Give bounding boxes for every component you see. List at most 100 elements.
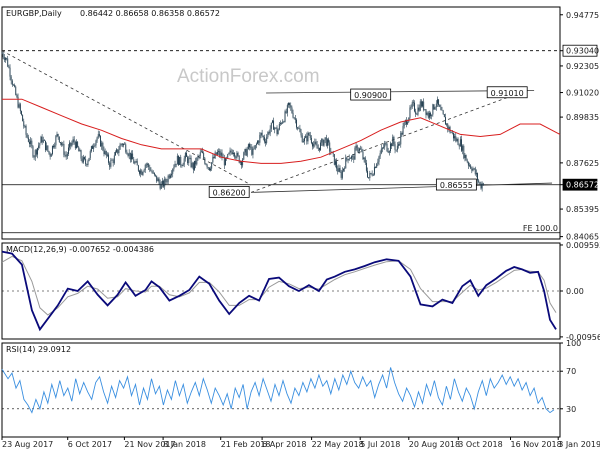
candle-body xyxy=(338,167,340,172)
candle-body xyxy=(471,168,473,171)
candle-body xyxy=(457,139,459,146)
candle-body xyxy=(38,145,40,149)
candle-body xyxy=(172,169,174,174)
candle-body xyxy=(187,156,189,164)
candle-body xyxy=(82,157,84,163)
candle-body xyxy=(100,135,101,147)
candle-body xyxy=(267,132,269,138)
candle-body xyxy=(166,181,168,183)
candle-body xyxy=(111,159,113,161)
candle-body xyxy=(384,142,386,148)
candle-body xyxy=(436,99,438,104)
x-tick-label: 16 Nov 2018 xyxy=(511,440,562,449)
moving-average-line xyxy=(2,98,561,164)
candle-body xyxy=(236,152,238,158)
candle-body xyxy=(330,151,332,153)
candle-body xyxy=(270,122,272,129)
candle-body xyxy=(235,156,237,158)
candle-body xyxy=(464,154,466,159)
candle-body xyxy=(220,152,222,156)
rsi-line xyxy=(1,367,555,414)
candle-body xyxy=(309,135,311,138)
candle-body xyxy=(422,101,423,107)
candle-body xyxy=(156,175,158,182)
candle-body xyxy=(308,132,310,136)
candle-body xyxy=(40,136,42,144)
candle-body xyxy=(203,152,205,159)
candle-body xyxy=(15,86,17,95)
candle-body xyxy=(87,161,89,165)
candle-body xyxy=(113,155,115,164)
candle-body xyxy=(274,127,276,130)
candle-body xyxy=(286,105,288,113)
candle-body xyxy=(114,152,116,156)
candle-body xyxy=(283,121,285,123)
candle-body xyxy=(400,133,402,145)
candle-body xyxy=(265,141,267,144)
candle-body xyxy=(94,145,96,147)
y-tick-label: 100 xyxy=(566,339,581,348)
candle-body xyxy=(294,118,296,120)
candle-body xyxy=(348,157,350,161)
candle-body xyxy=(378,156,380,162)
candle-body xyxy=(439,105,441,107)
candle-body xyxy=(313,144,315,147)
candle-body xyxy=(59,142,61,144)
y-tick-label: 30 xyxy=(566,405,576,414)
candle-body xyxy=(252,148,254,155)
candle-body xyxy=(426,112,428,115)
y-tick-label: 0.92305 xyxy=(566,62,599,71)
candle-body xyxy=(194,160,195,170)
candle-body xyxy=(63,143,65,155)
candle-body xyxy=(200,151,202,153)
candle-body xyxy=(160,184,162,189)
candle-body xyxy=(19,104,21,112)
annotation-box xyxy=(350,88,392,101)
annotation-box xyxy=(208,185,250,198)
candle-body xyxy=(456,139,458,141)
candle-body xyxy=(332,151,334,155)
candle-body xyxy=(121,143,123,146)
candle-body xyxy=(297,127,299,129)
candle-body xyxy=(292,112,294,118)
candle-body xyxy=(329,142,331,152)
candle-body xyxy=(112,159,114,164)
candle-body xyxy=(16,94,18,97)
candle-body xyxy=(140,170,142,174)
candle-body xyxy=(80,150,82,159)
candle-body xyxy=(254,145,256,149)
candle-body xyxy=(143,169,145,172)
candle-body xyxy=(48,151,50,154)
candle-body xyxy=(190,157,192,168)
candle-body xyxy=(171,173,173,176)
candle-body xyxy=(123,143,124,146)
candle-body xyxy=(371,173,373,176)
candle-body xyxy=(11,80,13,85)
candle-body xyxy=(301,135,303,143)
candle-body xyxy=(74,142,76,149)
candle-body xyxy=(262,135,264,138)
candle-body xyxy=(214,152,216,159)
x-tick-label: 21 Feb 2018 xyxy=(221,440,271,449)
candle-body xyxy=(101,142,103,147)
candle-body xyxy=(385,142,387,144)
annotation-label: 0.91010 xyxy=(491,89,524,98)
candle-body xyxy=(183,158,185,165)
candle-body xyxy=(103,149,105,155)
candle-body xyxy=(243,152,245,160)
candle-body xyxy=(18,104,20,108)
candle-body xyxy=(69,142,71,148)
candle-body xyxy=(399,144,401,145)
candle-body xyxy=(32,146,34,157)
candle-body xyxy=(383,147,385,148)
candle-body xyxy=(411,102,413,107)
price-frame xyxy=(1,6,561,240)
watermark: ActionForex.com xyxy=(177,66,320,87)
candle-body xyxy=(430,112,432,117)
candle-body xyxy=(373,166,375,175)
candle-body xyxy=(364,157,366,163)
candle-body xyxy=(428,112,430,118)
candle-body xyxy=(136,161,138,166)
candle-body xyxy=(14,85,16,87)
